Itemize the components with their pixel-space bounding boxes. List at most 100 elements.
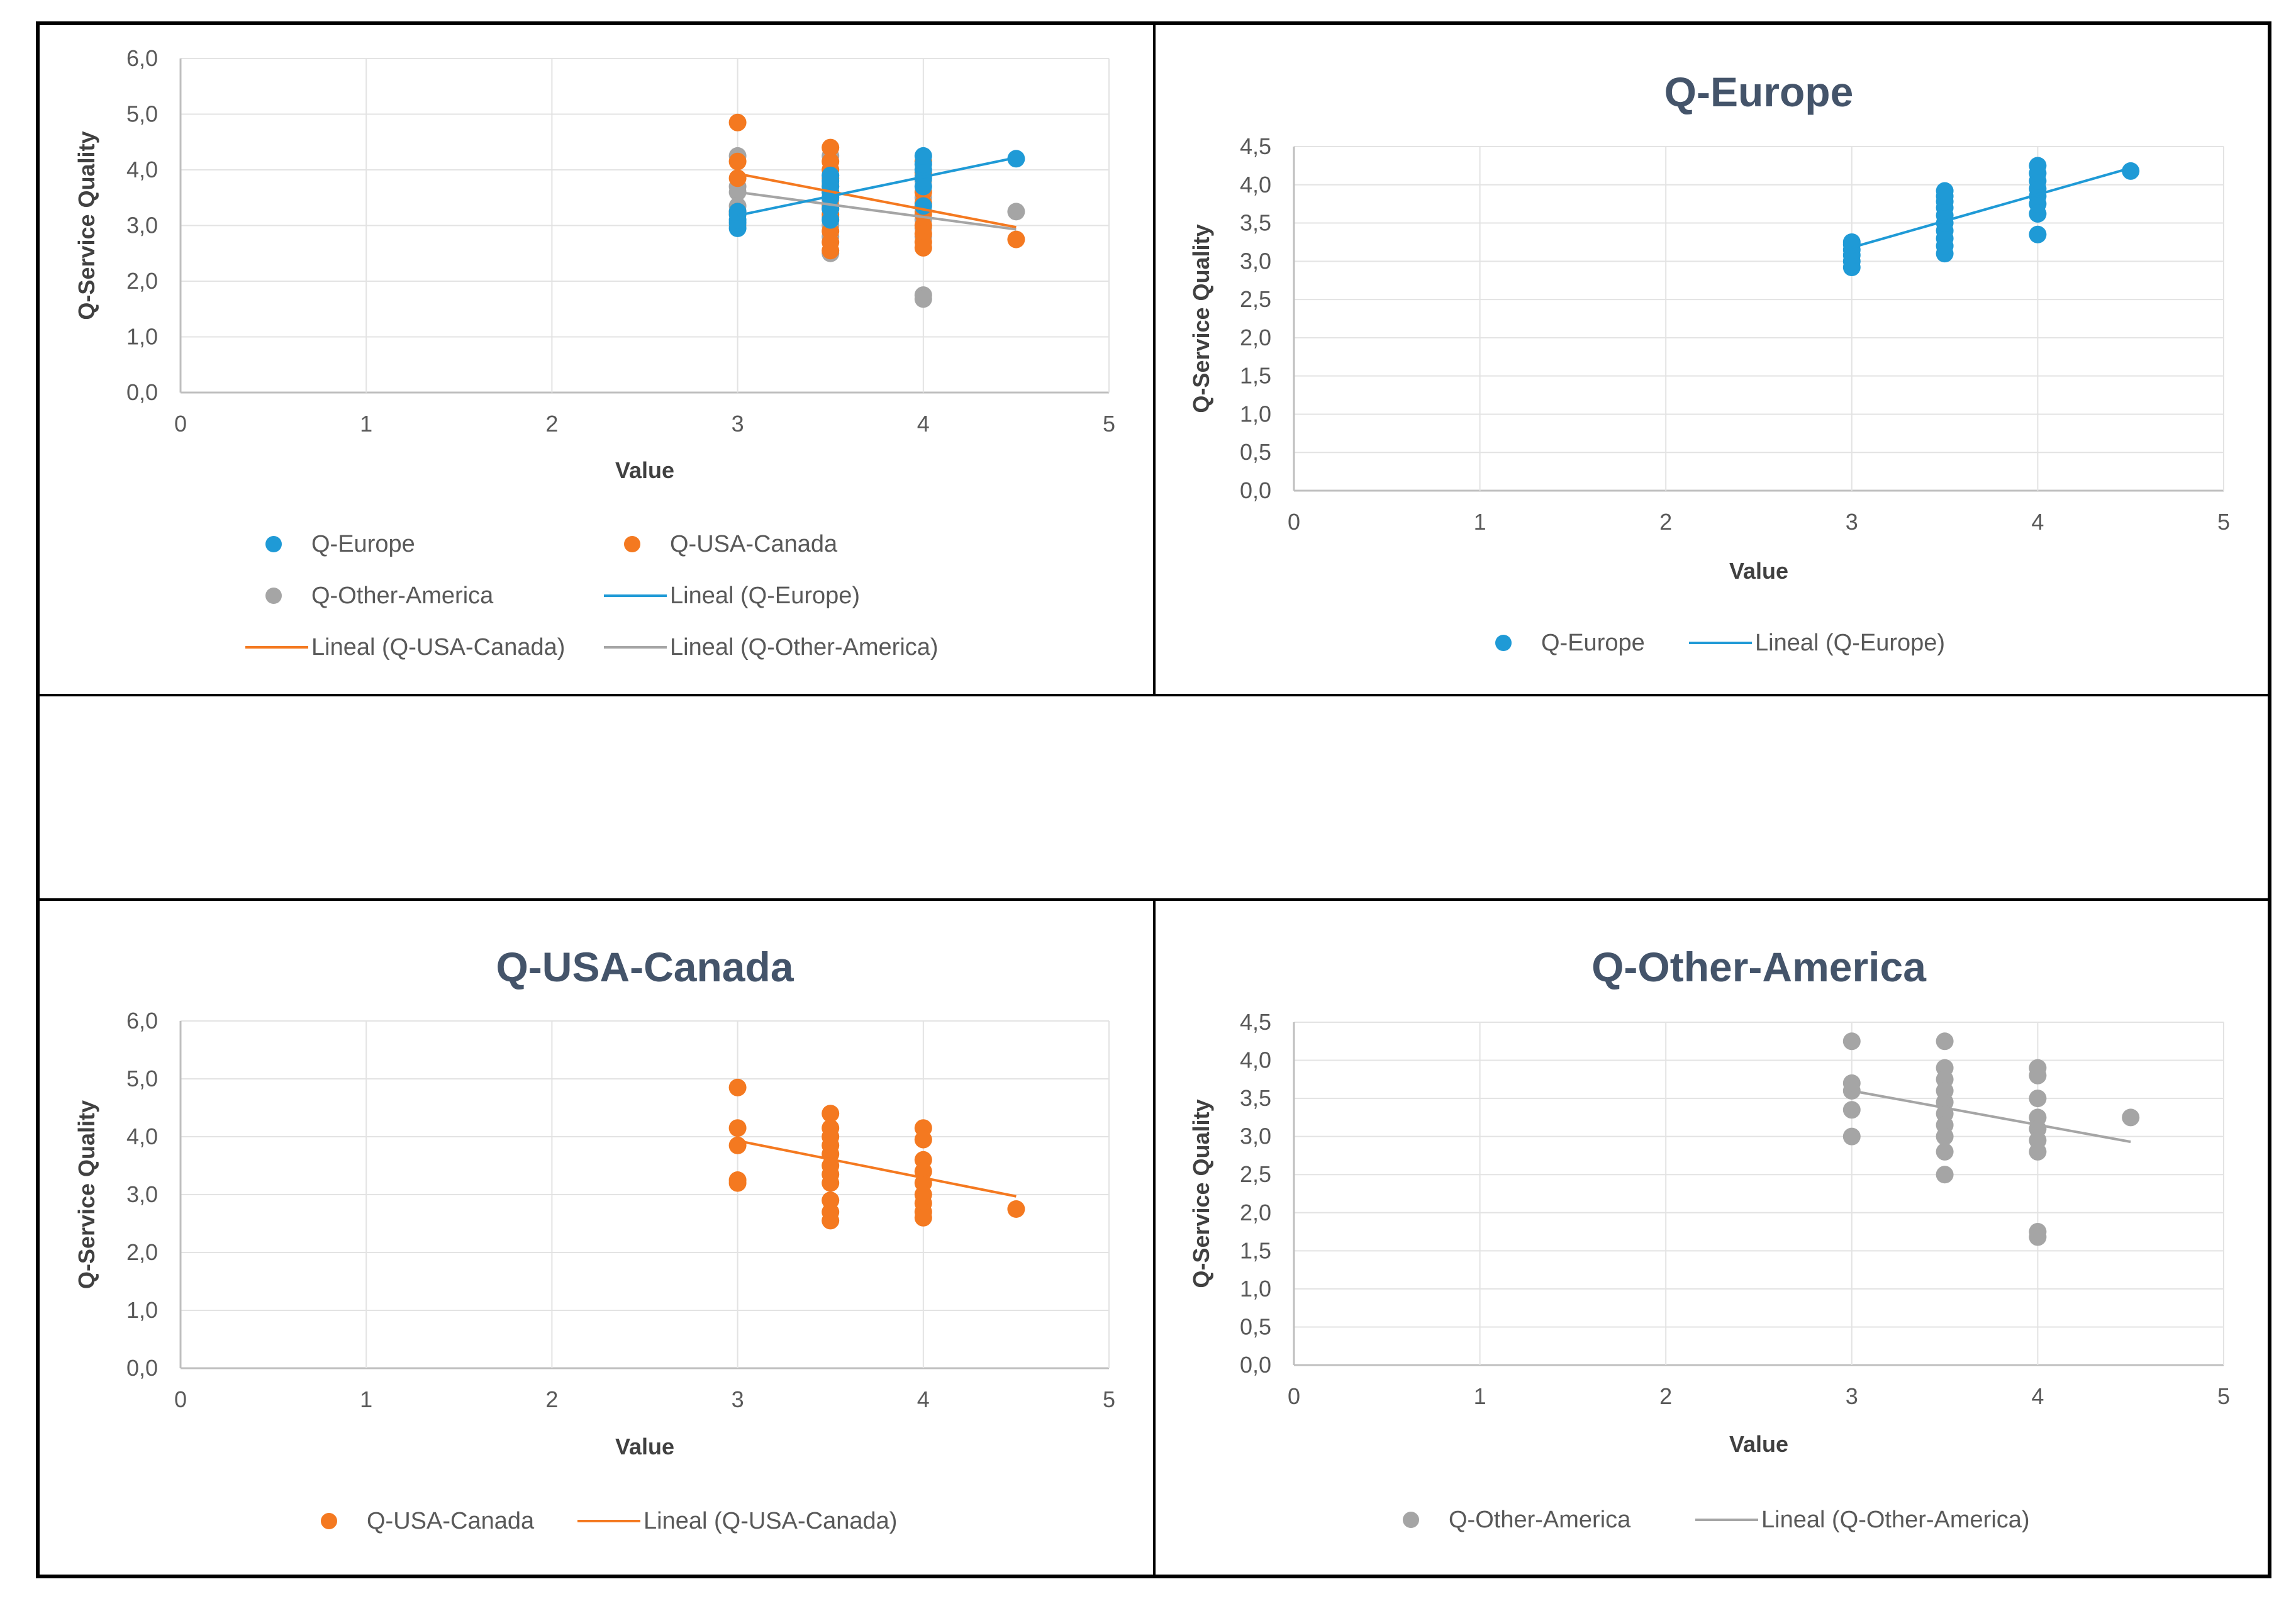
legend-marker (624, 536, 640, 552)
legend-item-trend-other: Lineal (Q-Other-America) (1761, 1507, 2030, 1533)
data-point (822, 138, 840, 157)
y-tick-label: 0,0 (126, 1355, 158, 1381)
y-tick-label: 0,0 (1240, 477, 1271, 503)
x-tick-label: 2 (1659, 509, 1672, 535)
y-tick-label: 3,5 (1240, 210, 1271, 236)
y-tick-label: 1,0 (1240, 401, 1271, 427)
y-tick-label: 0,0 (1240, 1352, 1271, 1378)
chart-title: Q-Europe (1664, 69, 1854, 115)
chart-panel-1: 0,0 1,0 2,0 3,0 4,0 5,0 6,0 0 1 2 3 4 5 Value Q-Servic… (74, 45, 1115, 661)
data-point (728, 203, 747, 221)
trendline-other (737, 191, 1017, 231)
y-tick-label: 1,0 (126, 324, 158, 350)
data-point (728, 169, 747, 187)
legend-marker (265, 536, 282, 552)
chart-panel-3: Q-USA-Canada 0,0 1,0 2,0 3,0 4,0 5,0 6,0 0 1 2 3 4 5 V… (74, 944, 1115, 1534)
y-tick-label: 6,0 (126, 1008, 158, 1034)
y-tick-label: 1,5 (1240, 363, 1271, 389)
legend-item-trend-other: Lineal (Q-Other-America) (670, 634, 939, 661)
data-point (1842, 1032, 1861, 1051)
data-point (2029, 1142, 2047, 1161)
y-tick-label: 2,0 (1240, 1200, 1271, 1225)
y-tick-label: 4,5 (1240, 133, 1271, 159)
x-axis-title: Value (1729, 558, 1788, 584)
y-tick-label: 4,0 (1240, 1047, 1271, 1073)
data-point (914, 147, 932, 165)
data-point (914, 238, 932, 257)
series-usa (728, 1078, 1025, 1230)
data-point (914, 1208, 932, 1227)
x-tick-label: 1 (1474, 509, 1486, 535)
y-tick-label: 4,0 (126, 157, 158, 182)
data-point (1936, 1166, 1954, 1184)
data-point (914, 290, 932, 308)
data-point (822, 1174, 840, 1192)
x-tick-label: 1 (360, 1386, 372, 1412)
data-point (822, 242, 840, 260)
x-tick-label: 5 (1103, 1386, 1115, 1412)
data-point (2029, 1090, 2047, 1108)
y-axis-title: Q-Service Quality (1188, 224, 1214, 413)
x-tick-label: 3 (732, 411, 744, 437)
gridlines (1293, 146, 2224, 492)
x-tick-label: 2 (545, 411, 558, 437)
legend-marker (1403, 1512, 1419, 1528)
x-tick-label: 5 (1103, 411, 1115, 437)
data-point (2029, 1228, 2047, 1246)
legend: Q-Europe Q-USA-Canada Q-Other-America Linea… (245, 531, 939, 661)
y-axis-title: Q-Service Quality (74, 1100, 99, 1289)
data-point (728, 152, 747, 170)
gridlines (179, 1020, 1110, 1369)
data-point (822, 1212, 840, 1230)
y-tick-label: 6,0 (126, 45, 158, 71)
data-point (728, 1119, 747, 1137)
trendline-usa (737, 172, 1017, 229)
x-tick-label: 4 (2031, 1383, 2044, 1409)
x-tick-label: 1 (360, 411, 372, 437)
series-other (1842, 1032, 2140, 1246)
legend-item-other: Q-Other-America (1449, 1507, 1631, 1533)
y-tick-label: 0,5 (1240, 1313, 1271, 1339)
legend: Q-USA-Canada Lineal (Q-USA-Canada) (321, 1508, 897, 1534)
legend-item-trend-europe: Lineal (Q-Europe) (670, 583, 860, 609)
data-point (2029, 225, 2047, 243)
x-tick-label: 3 (1846, 509, 1858, 535)
data-point (728, 113, 747, 131)
data-point (1936, 182, 1954, 200)
x-tick-label: 2 (545, 1386, 558, 1412)
trendline-europe (1851, 167, 2131, 249)
y-tick-label: 5,0 (126, 1066, 158, 1091)
data-point (2122, 1108, 2140, 1127)
data-point (728, 1078, 747, 1096)
trendline-usa (737, 1139, 1017, 1198)
data-point (822, 166, 840, 184)
y-tick-label: 3,0 (126, 1181, 158, 1207)
x-axis-title: Value (615, 1434, 674, 1459)
y-tick-label: 0,0 (126, 379, 158, 405)
legend: Q-Other-America Lineal (Q-Other-America) (1403, 1507, 2030, 1533)
chart-title: Q-USA-Canada (496, 944, 794, 990)
y-tick-label: 4,5 (1240, 1009, 1271, 1035)
data-point (1842, 1127, 1861, 1146)
legend-item-trend-usa: Lineal (Q-USA-Canada) (644, 1508, 897, 1534)
x-tick-label: 4 (917, 1386, 930, 1412)
y-tick-label: 3,0 (1240, 248, 1271, 274)
y-axis-title: Q-Service Quality (74, 131, 99, 320)
data-point (1936, 1142, 1954, 1161)
series-other (728, 147, 1025, 308)
chart-panel-4: Q-Other-America 0,0 0,5 1,0 1,5 2,0 2,5 3,0 3,5 4… (1188, 944, 2230, 1533)
data-point (1007, 1200, 1025, 1218)
y-tick-label: 2,0 (126, 1239, 158, 1265)
data-point (1842, 1101, 1861, 1119)
y-tick-label: 3,0 (126, 213, 158, 238)
y-tick-label: 2,5 (1240, 286, 1271, 312)
data-point (728, 1174, 747, 1192)
y-tick-label: 3,0 (1240, 1124, 1271, 1149)
data-point (728, 1136, 747, 1154)
y-tick-label: 2,0 (1240, 325, 1271, 350)
y-tick-label: 1,0 (126, 1297, 158, 1323)
x-tick-label: 3 (732, 1386, 744, 1412)
y-tick-label: 0,5 (1240, 439, 1271, 465)
data-point (914, 1130, 932, 1149)
legend-item-europe: Q-Europe (311, 531, 415, 557)
